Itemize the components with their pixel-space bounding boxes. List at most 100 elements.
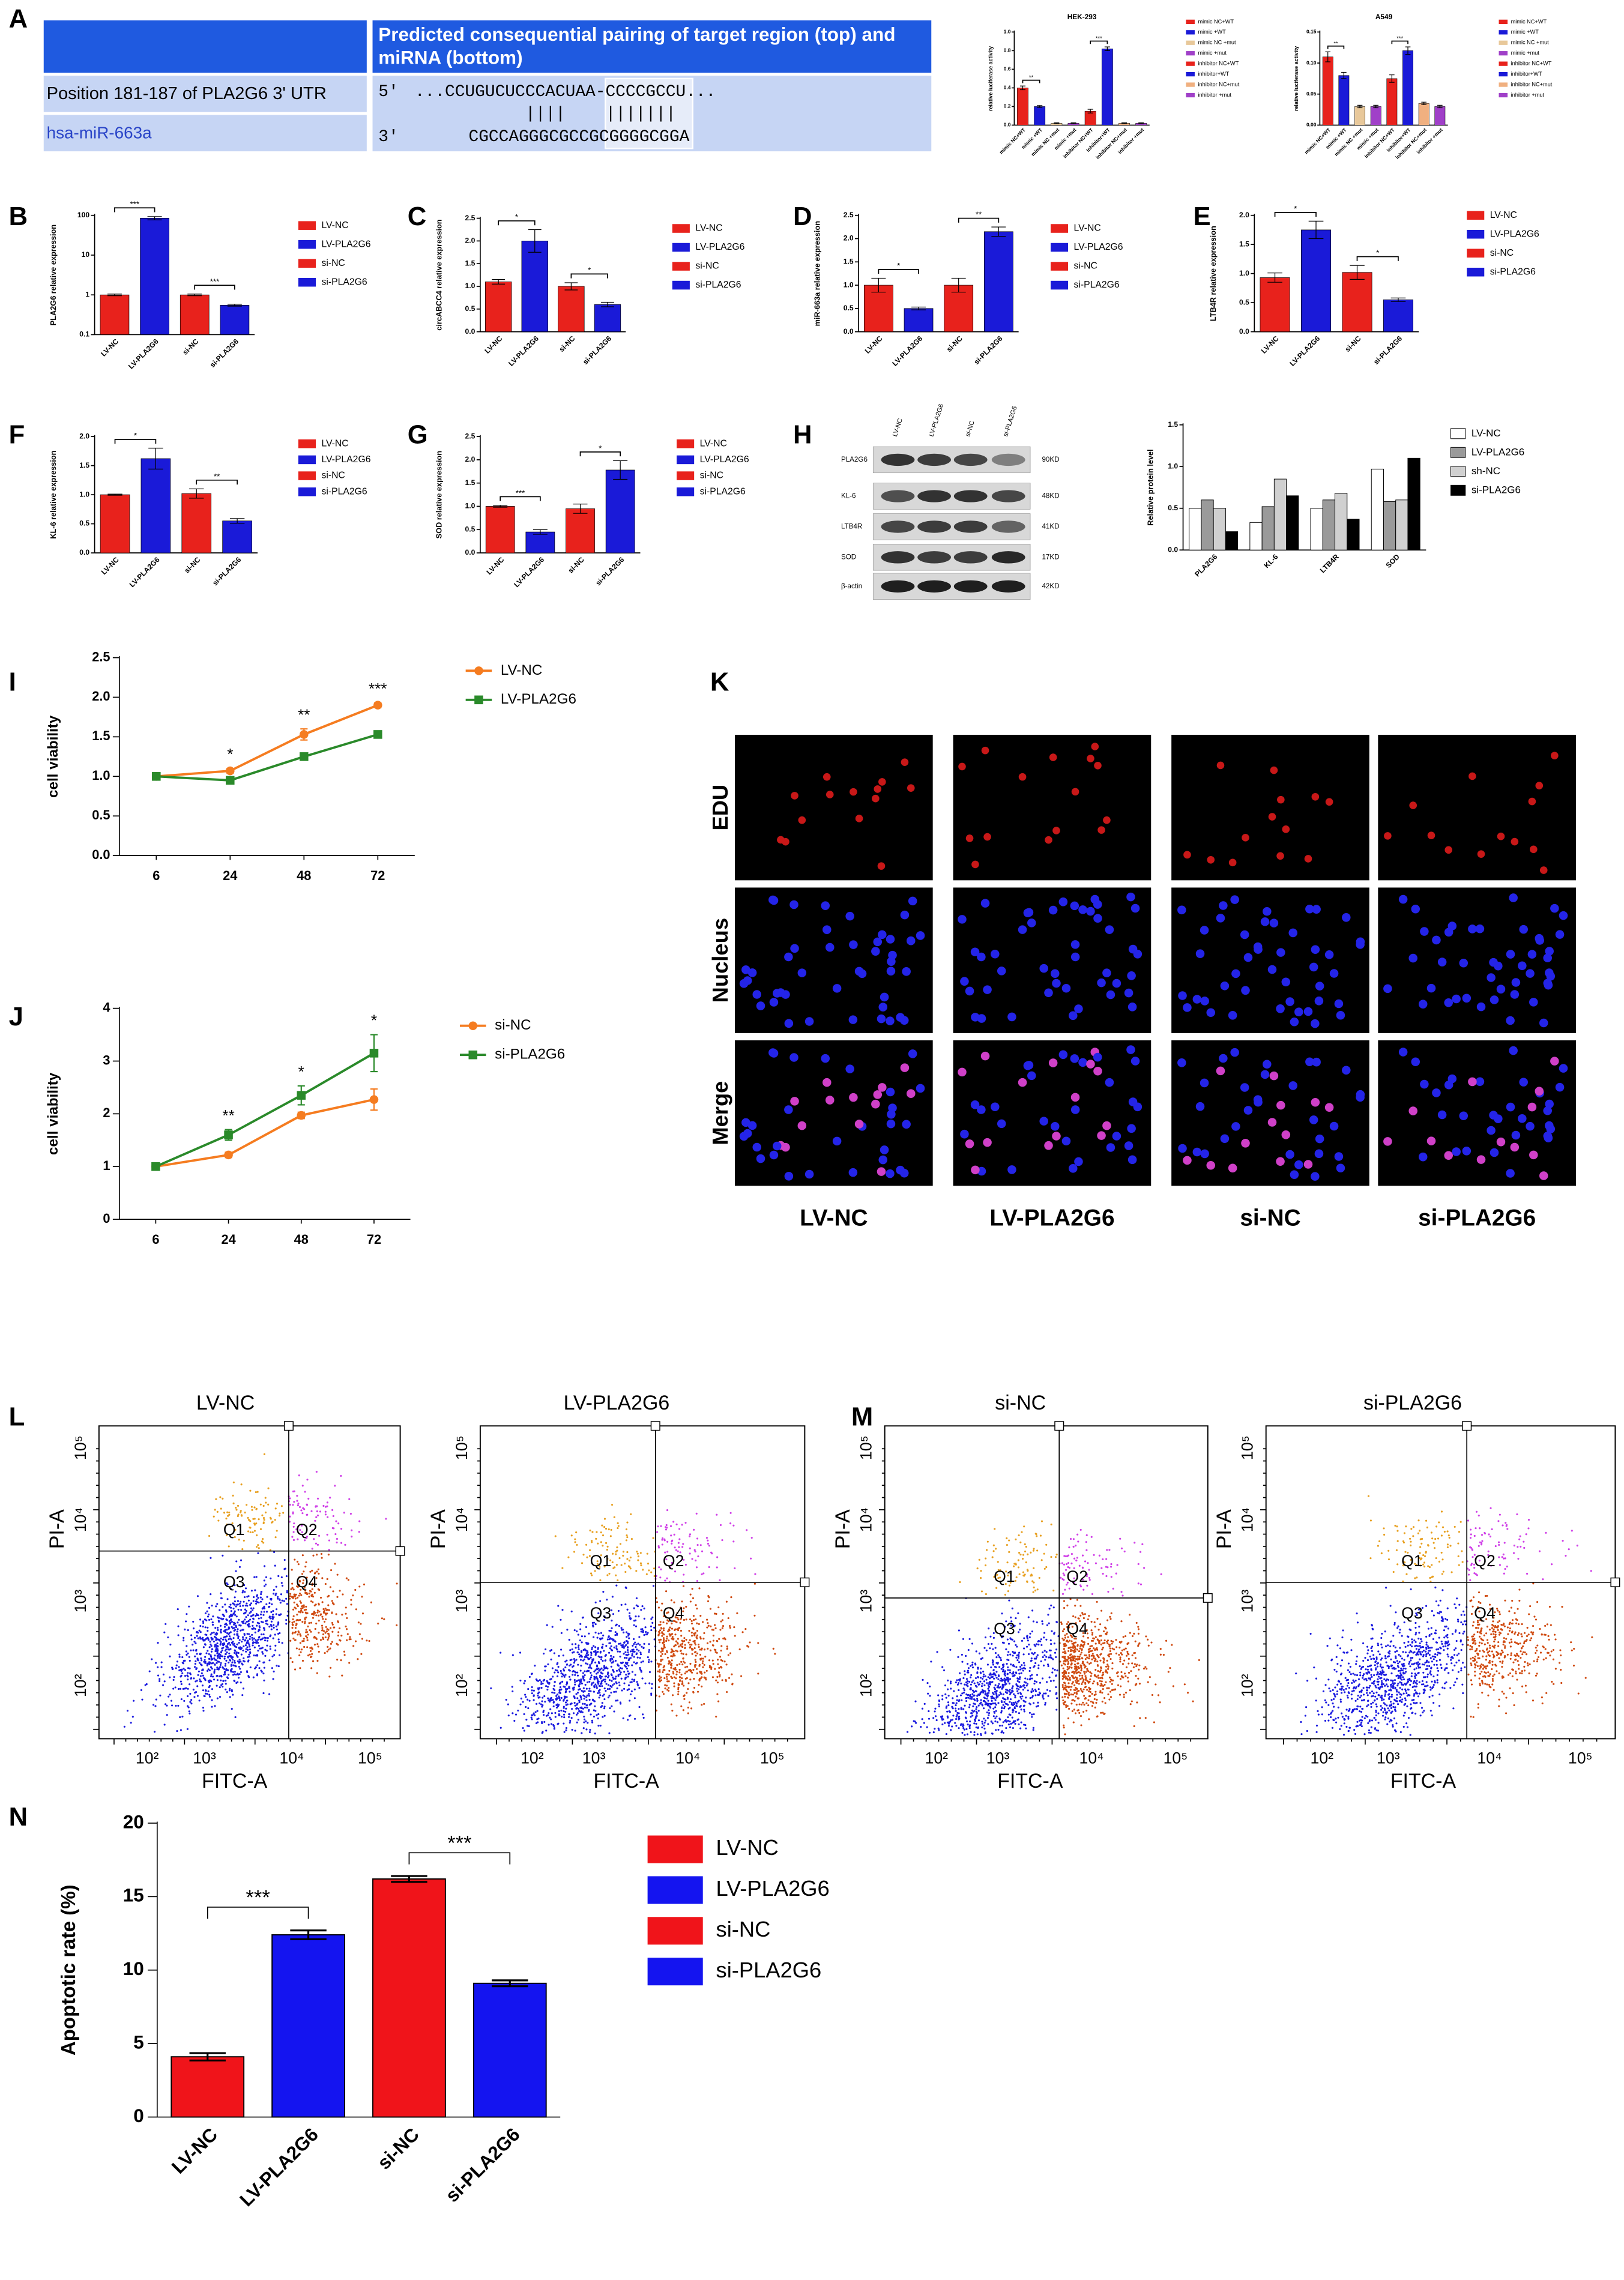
cell (1192, 1147, 1202, 1157)
event-dot (676, 1663, 678, 1666)
cell (756, 1154, 765, 1163)
event-dot (206, 1669, 209, 1672)
event-dot (675, 1677, 677, 1680)
event-dot (1007, 1719, 1009, 1722)
panel-label: H (793, 421, 812, 450)
event-dot (542, 1680, 545, 1682)
event-dot (701, 1550, 704, 1552)
event-dot (216, 1632, 218, 1634)
event-dot (263, 1627, 265, 1629)
event-dot (1012, 1711, 1014, 1713)
bar (1322, 56, 1333, 125)
event-dot (648, 1659, 650, 1661)
event-dot (297, 1563, 300, 1566)
event-dot (241, 1515, 243, 1517)
event-dot (973, 1731, 976, 1734)
cell (1551, 752, 1559, 759)
event-dot (211, 1658, 214, 1660)
event-dot (1006, 1672, 1009, 1675)
event-dot (1100, 1609, 1103, 1612)
event-dot (1041, 1677, 1044, 1680)
event-dot (251, 1633, 253, 1636)
event-dot (636, 1656, 639, 1659)
blot-band (953, 580, 988, 593)
event-dot (199, 1680, 202, 1683)
event-dot (725, 1663, 728, 1666)
cell (741, 965, 750, 974)
event-dot (719, 1629, 722, 1631)
event-dot (232, 1607, 235, 1610)
event-dot (621, 1689, 623, 1692)
event-dot (614, 1631, 617, 1633)
event-dot (714, 1627, 717, 1629)
event-dot (998, 1683, 1000, 1685)
event-dot (757, 1642, 759, 1644)
event-dot (540, 1683, 543, 1685)
event-dot (987, 1687, 989, 1690)
cell (1312, 905, 1321, 914)
event-dot (663, 1669, 666, 1671)
cell (873, 937, 883, 947)
event-dot (249, 1645, 251, 1648)
event-dot (283, 1600, 285, 1602)
event-dot (331, 1612, 333, 1614)
event-dot (636, 1605, 639, 1608)
event-dot (312, 1660, 315, 1662)
event-dot (252, 1641, 255, 1644)
legend-swatch (298, 455, 316, 465)
event-dot (600, 1531, 602, 1534)
event-dot (1036, 1674, 1039, 1676)
event-dot (231, 1641, 233, 1644)
cell (804, 1017, 814, 1026)
event-dot (157, 1642, 159, 1644)
cell (1526, 969, 1535, 978)
significance-label: * (588, 265, 591, 274)
event-dot (656, 1531, 659, 1533)
event-dot (563, 1710, 565, 1713)
event-dot (242, 1605, 244, 1607)
event-dot (558, 1710, 560, 1713)
event-dot (716, 1556, 719, 1558)
legend-label: inhibitor NC+WT (1198, 61, 1239, 67)
event-dot (594, 1650, 596, 1653)
event-dot (696, 1544, 699, 1546)
event-dot (619, 1642, 622, 1645)
event-dot (680, 1643, 682, 1645)
bar (271, 1934, 345, 2118)
event-dot (539, 1696, 541, 1698)
error-bar (1070, 122, 1076, 124)
event-dot (670, 1599, 672, 1602)
event-dot (681, 1677, 683, 1680)
event-dot (674, 1668, 677, 1671)
legend-label: inhibitor NC+mut (1198, 81, 1239, 87)
significance-bracket (114, 439, 157, 444)
error-bar (601, 301, 614, 307)
cell (1304, 855, 1312, 863)
event-dot (265, 1603, 268, 1605)
error-bar (1267, 273, 1282, 283)
event-dot (580, 1698, 582, 1701)
error-bar (528, 229, 542, 253)
event-dot (140, 1689, 143, 1691)
legend-swatch (1050, 280, 1069, 290)
event-dot (616, 1546, 618, 1549)
event-dot (703, 1632, 705, 1634)
event-dot (1018, 1723, 1020, 1725)
event-dot (205, 1633, 208, 1636)
event-dot (566, 1663, 569, 1666)
event-dot (957, 1656, 959, 1658)
quadrant-label: Q4 (663, 1604, 684, 1622)
event-dot (186, 1674, 189, 1677)
event-dot (590, 1703, 592, 1705)
event-dot (626, 1608, 629, 1611)
event-dot (257, 1638, 259, 1641)
event-dot (344, 1543, 346, 1546)
event-dot (275, 1613, 277, 1615)
event-dot (210, 1618, 213, 1621)
event-dot (252, 1600, 255, 1602)
event-dot (599, 1650, 602, 1653)
event-dot (677, 1693, 680, 1695)
event-dot (692, 1669, 695, 1671)
event-dot (265, 1622, 268, 1624)
cell (781, 990, 790, 999)
